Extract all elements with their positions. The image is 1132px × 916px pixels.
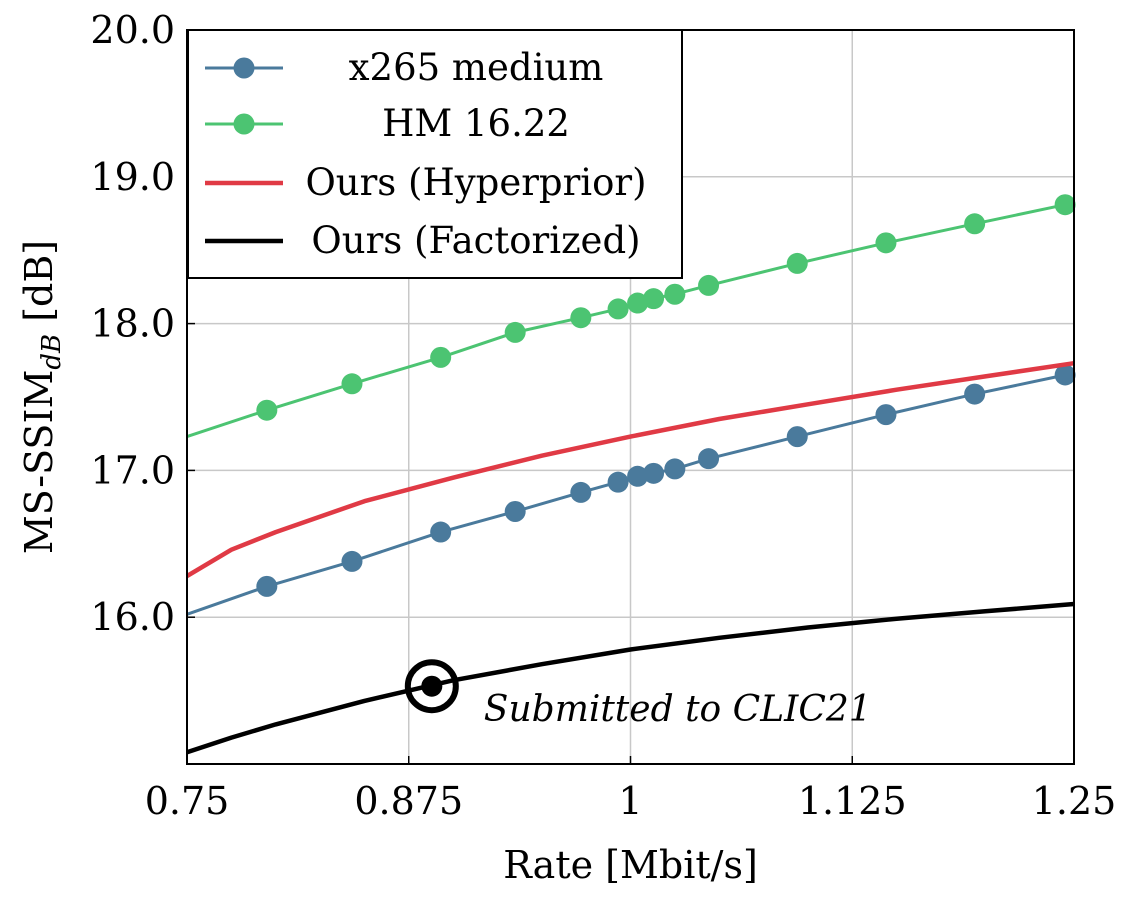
- x-tick-label: 1.125: [798, 779, 907, 823]
- data-point: [341, 373, 363, 395]
- annotation-layer: Submitted to CLIC21: [404, 659, 872, 730]
- y-tick-label: 16.0: [90, 595, 175, 639]
- data-point: [664, 458, 686, 480]
- annotation-target-ring: [404, 659, 459, 714]
- annotation-point: [421, 675, 443, 697]
- data-point: [643, 462, 665, 484]
- series-line: [186, 601, 1075, 755]
- legend-entry-1: HM 16.22: [205, 102, 570, 145]
- series-0: [186, 364, 1076, 616]
- y-tick-label: 20.0: [90, 8, 175, 52]
- data-point: [664, 283, 686, 305]
- data-point: [607, 471, 629, 493]
- data-point: [875, 232, 897, 254]
- annotation-label: Submitted to CLIC21: [484, 689, 872, 730]
- y-tick-label: 17.0: [90, 448, 175, 492]
- y-axis-title: MS-SSIMdB [dB]: [17, 240, 67, 554]
- data-point: [570, 481, 592, 503]
- data-point: [430, 346, 452, 368]
- y-ticks: 16.0 17.0 18.0 19.0 20.0: [90, 8, 195, 639]
- data-point: [570, 307, 592, 329]
- y-axis-title-main: MS-SSIM: [17, 370, 61, 555]
- series-layer: [185, 194, 1076, 755]
- data-point: [698, 448, 720, 470]
- data-point: [504, 321, 526, 343]
- series-1: [186, 194, 1076, 439]
- x-tick-label: 0.875: [354, 779, 463, 823]
- y-tick-label: 19.0: [90, 155, 175, 199]
- legend-label: x265 medium: [349, 46, 604, 89]
- data-point: [504, 501, 526, 523]
- legend-entry-2: Ours (Hyperprior): [205, 161, 647, 204]
- legend-swatch-marker: [233, 113, 255, 135]
- x-tick-label: 1: [618, 779, 642, 823]
- data-point: [964, 213, 986, 235]
- data-point: [627, 292, 649, 314]
- series-line: [185, 360, 1075, 579]
- legend-label: Ours (Hyperprior): [305, 161, 646, 204]
- x-tick-label: 1.25: [1032, 779, 1117, 823]
- data-point: [643, 288, 665, 310]
- data-point: [964, 383, 986, 405]
- legend-label: Ours (Factorized): [311, 219, 640, 262]
- legend-box: [187, 29, 683, 279]
- data-point: [1054, 194, 1076, 216]
- legend-swatch-marker: [233, 57, 255, 79]
- data-point: [341, 550, 363, 572]
- x-tick-label: 0.75: [145, 779, 230, 823]
- legend-entry-3: Ours (Factorized): [205, 219, 641, 262]
- data-point: [698, 274, 720, 296]
- x-ticks: 0.75 0.875 1 1.125 1.25: [145, 756, 1117, 823]
- legend-label: HM 16.22: [382, 102, 570, 145]
- x-axis-title: Rate [Mbit/s]: [503, 843, 758, 887]
- data-point: [627, 465, 649, 487]
- data-point: [786, 252, 808, 274]
- series-2: [185, 360, 1075, 579]
- data-point: [1054, 364, 1076, 386]
- data-point: [430, 521, 452, 543]
- series-3: [186, 601, 1075, 755]
- data-point: [256, 399, 278, 421]
- y-axis-title-subscript: dB: [37, 334, 67, 370]
- y-axis-title-unit: [dB]: [17, 240, 61, 334]
- data-point: [256, 575, 278, 597]
- y-tick-label: 18.0: [90, 302, 175, 346]
- data-point: [875, 404, 897, 426]
- data-point: [786, 426, 808, 448]
- legend-entry-0: x265 medium: [205, 46, 603, 89]
- legend: x265 medium HM 16.22 Ours (Hyperprior) Ours…: [187, 29, 683, 279]
- data-point: [607, 298, 629, 320]
